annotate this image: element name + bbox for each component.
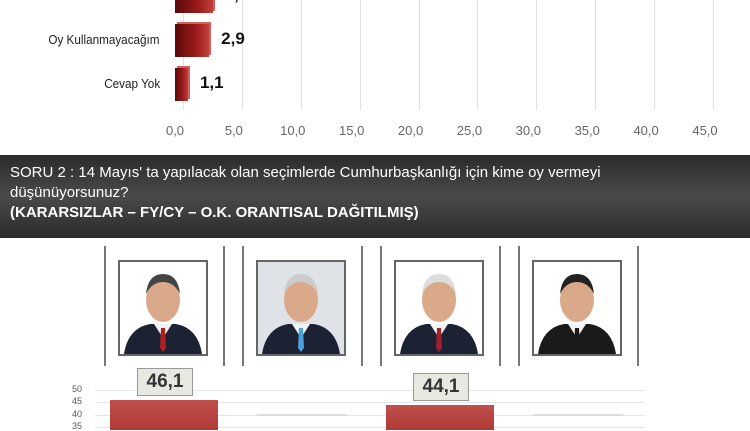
category-label: Kararsızım xyxy=(103,0,160,3)
x-tick-label: 25,0 xyxy=(456,123,483,138)
gridline xyxy=(300,0,302,110)
x-tick-label: 40,0 xyxy=(633,123,659,138)
gridline xyxy=(654,0,656,110)
gridline xyxy=(241,0,243,110)
x-tick-label: 10,0 xyxy=(280,123,306,138)
candidate-photo xyxy=(256,260,346,356)
value-label: 3,2 xyxy=(225,0,249,5)
y-tick-label: 45 xyxy=(72,396,83,407)
column-divider xyxy=(242,246,244,366)
y-tick-label: 40 xyxy=(72,408,83,419)
bar xyxy=(110,399,218,430)
x-tick-label: 45,0 xyxy=(692,123,718,138)
column-divider xyxy=(499,246,501,366)
gridline xyxy=(477,0,479,110)
value-label: 44,1 xyxy=(413,372,469,401)
column-divider xyxy=(637,246,639,366)
x-tick-label: 5,0 xyxy=(224,123,243,138)
gridline xyxy=(95,427,645,428)
column-divider xyxy=(380,246,382,366)
undecided-chart: 0,0 5,0 10,0 15,0 20,0 25,0 30,0 35,0 40,0 45,0 Ka… xyxy=(0,0,750,153)
question-text-line2: düşünüyorsunuz? xyxy=(10,184,129,201)
x-tick-label: 15,0 xyxy=(339,123,365,138)
column-divider xyxy=(223,246,225,366)
candidate-portrait-icon xyxy=(120,262,206,354)
column-divider xyxy=(104,246,106,366)
question-subtitle: (KARARSIZLAR – FY/CY – O.K. ORANTISAL DA… xyxy=(10,204,419,221)
value-label: 1,1 xyxy=(199,73,224,92)
x-tick-label: 35,0 xyxy=(574,123,600,138)
y-tick-label: 50 xyxy=(72,384,83,394)
column-divider xyxy=(361,246,363,366)
bar xyxy=(175,0,213,13)
gridline xyxy=(418,0,420,110)
gridline xyxy=(95,414,645,416)
column-divider xyxy=(518,246,520,366)
gridline xyxy=(595,0,597,110)
value-label: 2,9 xyxy=(221,29,245,48)
bar-placeholder xyxy=(257,414,347,416)
x-tick-label: 0,0 xyxy=(165,123,185,138)
gridline xyxy=(713,0,714,110)
bar xyxy=(386,404,494,430)
gridline xyxy=(359,0,361,110)
question-banner: SORU 2 : 14 Mayıs' ta yapılacak olan seç… xyxy=(0,155,750,238)
gridline xyxy=(95,390,645,391)
x-tick-label: 30,0 xyxy=(515,123,541,138)
candidate-photo xyxy=(532,260,622,356)
candidate-photo xyxy=(394,260,484,356)
bar xyxy=(175,24,210,57)
bar-placeholder xyxy=(533,414,623,416)
candidate-portrait-icon xyxy=(396,262,482,354)
gridline xyxy=(536,0,538,110)
candidate-portrait-icon xyxy=(534,262,620,354)
x-tick-label: 20,0 xyxy=(397,123,424,138)
bar xyxy=(175,68,188,101)
gridline xyxy=(95,402,645,404)
category-label: Cevap Yok xyxy=(104,76,160,91)
candidate-portrait-icon xyxy=(258,262,344,354)
value-label: 46,1 xyxy=(137,367,193,396)
category-label: Oy Kullanmayacağım xyxy=(48,32,160,47)
y-tick-label: 35 xyxy=(72,421,83,431)
candidate-chart: 50 45 40 35 46,1 44,1 xyxy=(0,240,750,431)
question-text-line1: SORU 2 : 14 Mayıs' ta yapılacak olan seç… xyxy=(10,164,601,181)
candidate-photo xyxy=(118,260,208,356)
